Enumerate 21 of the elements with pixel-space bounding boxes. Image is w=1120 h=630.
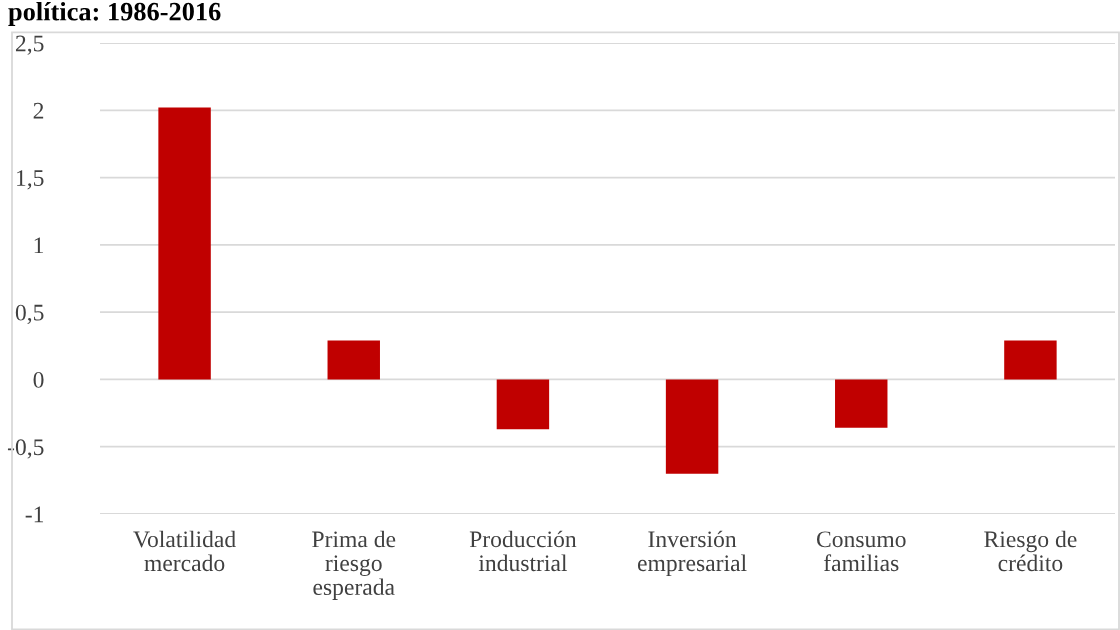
y-tick-label: 2,5 (15, 35, 44, 55)
chart-title: política: 1986-2016 (8, 2, 221, 26)
x-tick-label: Riesgo de crédito (984, 530, 1077, 572)
bar (1004, 340, 1057, 380)
x-tick-label: Producción industrial (469, 530, 577, 572)
y-tick-label: 0,5 (15, 304, 44, 324)
bar (665, 379, 719, 474)
y-tick-label: 1,5 (17, 170, 44, 190)
y-tick-label: 0 (33, 371, 44, 388)
bar (327, 340, 380, 380)
bar (835, 379, 888, 428)
y-tick-label: -1 (25, 506, 44, 523)
x-tick-label: Inversión empresarial (637, 530, 747, 576)
y-tick-label: -0,5 (7, 439, 44, 459)
bar (158, 107, 211, 380)
y-tick-label: 2 (33, 102, 44, 119)
y-tick-label: 1 (34, 237, 44, 254)
bar (496, 379, 550, 430)
x-tick-label: Volatilidad mercado (133, 530, 236, 572)
x-tick-label: Prima de riesgo esperada (312, 530, 396, 600)
x-tick-label: Consumo familias (816, 531, 906, 572)
